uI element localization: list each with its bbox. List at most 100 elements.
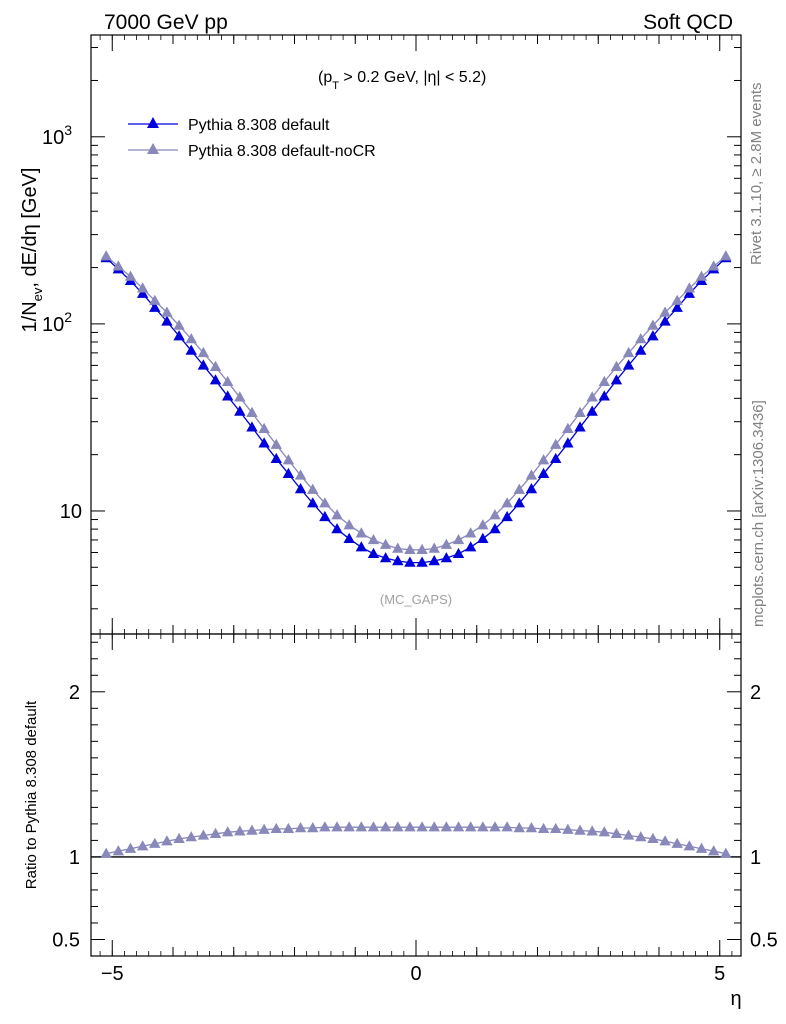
data-point-marker [513, 483, 525, 494]
ratio-panel: −5 0 5 0.5 0.5 1 1 2 2 Ratio to Pythia 8.308 def… [23, 633, 778, 1010]
ratio-point-marker [416, 821, 428, 832]
x-tick-label: 0 [410, 963, 421, 985]
ratio-point-marker [161, 835, 173, 846]
data-point-marker [610, 360, 623, 371]
header-right-label: Soft QCD [643, 11, 733, 34]
data-point-marker [331, 509, 343, 520]
data-point-marker [294, 469, 307, 480]
data-point-marker [659, 315, 671, 326]
ratio-series-line [106, 826, 726, 855]
series-line [105, 255, 727, 551]
data-point-marker [671, 294, 683, 305]
data-point-marker [707, 260, 720, 271]
data-point-marker [392, 542, 404, 553]
data-point-marker [221, 375, 234, 387]
data-point-marker [525, 469, 538, 480]
data-point-marker [258, 422, 270, 433]
legend: Pythia 8.308 default Pythia 8.308 defaul… [128, 117, 376, 160]
data-point-marker [574, 421, 586, 432]
data-point-marker [452, 533, 465, 545]
data-point-marker [282, 467, 295, 479]
ratio-point-marker [124, 842, 137, 853]
mcplots-label: mcplots.cern.ch [arXiv:1306.3436] [750, 400, 767, 627]
ratio-point-marker [282, 822, 295, 834]
mc-gaps-watermark: (MC_GAPS) [380, 592, 452, 607]
data-point-marker [234, 405, 246, 416]
ratio-point-marker [392, 821, 404, 832]
data-point-marker [209, 374, 222, 385]
data-point-marker [477, 532, 489, 544]
main-y-tick-label: 102 [42, 309, 72, 336]
ratio-point-marker [452, 821, 465, 832]
data-point-marker [404, 543, 416, 555]
data-point-marker [513, 497, 525, 508]
legend-marker-nocr [147, 143, 159, 154]
data-point-marker [622, 359, 635, 370]
main-tick-labels: 10 102 103 [42, 122, 82, 523]
data-point-marker [501, 510, 513, 522]
data-point-marker [161, 315, 173, 326]
data-point-marker [161, 306, 173, 317]
ratio-point-marker [610, 827, 623, 839]
ratio-y-tick-label-right: 2 [750, 682, 761, 704]
header-left-label: 7000 GeV pp [104, 11, 228, 34]
main-y-tick-label: 10 [60, 501, 82, 523]
data-point-marker [234, 391, 246, 402]
ratio-point-marker [307, 822, 319, 833]
ratio-point-marker [622, 829, 635, 840]
ratio-point-marker [367, 821, 380, 832]
data-point-marker [221, 390, 234, 401]
ratio-y-tick-label: 2 [69, 682, 80, 704]
ratio-y-tick-label: 0.5 [52, 929, 80, 951]
data-point-marker [112, 260, 125, 271]
data-point-marker [258, 437, 270, 448]
ratio-point-marker [525, 822, 538, 833]
data-point-marker [562, 437, 574, 448]
ratio-point-marker [258, 823, 270, 834]
data-point-marker [173, 330, 185, 341]
ratio-point-marker [659, 835, 671, 846]
data-point-marker [355, 527, 368, 538]
data-point-marker [550, 438, 562, 449]
ratio-point-marker [294, 822, 307, 833]
data-point-marker [270, 452, 282, 464]
data-point-marker [149, 301, 161, 312]
data-point-marker [209, 360, 222, 371]
ratio-point-marker [598, 826, 611, 837]
data-point-marker [367, 533, 380, 545]
data-point-marker [100, 250, 112, 261]
ratio-point-marker [647, 832, 659, 843]
ratio-point-marker [136, 840, 149, 851]
data-point-marker [489, 523, 501, 534]
data-point-marker [428, 542, 440, 553]
ratio-point-marker [635, 831, 647, 842]
data-point-marker [246, 421, 258, 432]
main-y-axis-label: 1/Nev, dE/dη [GeV] [19, 168, 45, 333]
data-point-marker [246, 406, 258, 417]
data-point-marker [525, 483, 538, 494]
data-point-marker [416, 543, 428, 555]
ratio-point-marker [404, 821, 416, 832]
ratio-point-marker [671, 837, 683, 848]
data-point-marker [185, 344, 197, 355]
ratio-point-marker [501, 821, 513, 832]
data-point-marker [319, 497, 331, 508]
cut-annotation: (pT > 0.2 GeV, |η| < 5.2) [318, 69, 486, 92]
legend-label-nocr: Pythia 8.308 default-noCR [188, 143, 376, 160]
data-point-marker [173, 319, 185, 330]
ratio-y-tick-label: 1 [69, 847, 80, 869]
data-point-marker [392, 555, 404, 566]
data-point-marker [537, 454, 550, 465]
data-point-marker [379, 538, 392, 549]
data-point-marker [136, 287, 149, 298]
main-panel: 10 102 103 (pT > 0.2 GeV, |η| < 5.2) Pythi… [19, 34, 742, 635]
data-point-marker [185, 333, 197, 344]
ratio-point-marker [574, 824, 586, 835]
data-point-marker [367, 547, 380, 559]
data-point-marker [550, 452, 562, 464]
data-point-marker [695, 270, 708, 281]
data-point-marker [331, 523, 343, 534]
data-point-marker [440, 538, 453, 549]
ratio-point-marker [464, 821, 477, 832]
